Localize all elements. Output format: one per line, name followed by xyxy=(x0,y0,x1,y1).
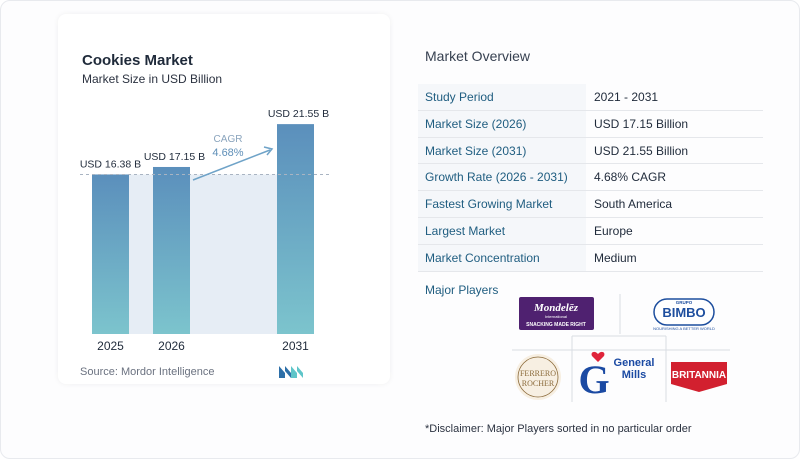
cagr-value: 4.68% xyxy=(212,147,243,159)
overview-label: Market Concentration xyxy=(418,244,586,271)
mondelez-sub: International xyxy=(545,314,567,319)
value-label-2031: USD 21.55 B xyxy=(268,108,329,120)
value-label-2025: USD 16.38 B xyxy=(80,158,141,170)
overview-label: Largest Market xyxy=(418,217,586,244)
overview-value: Medium xyxy=(594,250,637,265)
bar-2031 xyxy=(277,124,314,335)
value-label-2026: USD 17.15 B xyxy=(144,151,205,163)
overview-value: USD 21.55 Billion xyxy=(594,143,689,158)
mondelez-logo: Mondelēz International SNACKING MADE RIG… xyxy=(519,297,594,330)
tick-label-2026: 2026 xyxy=(158,339,185,353)
overview-row: Growth Rate (2026 - 2031) 4.68% CAGR xyxy=(418,164,763,192)
britannia-logo: BRITANNIA xyxy=(671,362,727,392)
bimbo-logo: GRUPO BIMBO NOURISHING A BETTER WORLD xyxy=(653,298,715,331)
overview-value: South America xyxy=(594,197,673,212)
chart-subtitle: Market Size in USD Billion xyxy=(82,72,223,86)
general-mills-line1: General xyxy=(614,357,655,369)
chart-title: Cookies Market xyxy=(82,52,193,69)
ferrero-line1: FERRERO xyxy=(520,369,556,378)
cagr-arrow xyxy=(192,149,271,181)
overview-row: Largest Market Europe xyxy=(418,217,763,245)
tick-label-2025: 2025 xyxy=(97,339,124,353)
overview-label: Growth Rate (2026 - 2031) xyxy=(418,164,586,191)
major-players-title: Major Players xyxy=(425,283,499,297)
britannia-name: BRITANNIA xyxy=(672,370,726,381)
overview-value: USD 17.15 Billion xyxy=(594,116,689,131)
overview-value: 2021 - 2031 xyxy=(594,90,659,104)
overview-label: Fastest Growing Market xyxy=(418,191,586,217)
mondelez-tagline: SNACKING MADE RIGHT xyxy=(526,322,586,328)
ferrero-line2: ROCHER xyxy=(522,379,555,388)
overview-row: Market Size (2031) USD 21.55 Billion xyxy=(418,137,763,165)
overview-title: Market Overview xyxy=(425,48,531,64)
bimbo-name: BIMBO xyxy=(662,305,705,320)
overview-label: Study Period xyxy=(418,84,586,110)
overview-value: 4.68% CAGR xyxy=(594,170,667,185)
bar-2025 xyxy=(92,174,129,334)
disclaimer: *Disclaimer: Major Players sorted in no … xyxy=(425,423,692,435)
tick-label-2031: 2031 xyxy=(282,339,309,353)
mordor-intelligence-logo-icon xyxy=(279,366,303,378)
general-mills-logo: G General Mills xyxy=(578,351,655,402)
overview-label: Market Size (2031) xyxy=(418,137,586,164)
general-mills-g-mark: G xyxy=(578,357,609,402)
cagr-arrowhead xyxy=(263,146,274,156)
cagr-annotation: CAGR 4.68% xyxy=(192,134,274,181)
overview-value: Europe xyxy=(594,223,633,238)
source-note: Source: Mordor Intelligence xyxy=(80,366,215,378)
overview-row: Fastest Growing Market South America xyxy=(418,191,763,218)
heart-icon xyxy=(591,351,605,362)
overview-label: Market Size (2026) xyxy=(418,110,586,137)
bar-2026 xyxy=(153,166,190,334)
overview-row: Study Period 2021 - 2031 xyxy=(418,84,763,111)
bar-gap-fill xyxy=(129,174,153,334)
overview-row: Market Concentration Medium xyxy=(418,244,763,272)
cagr-label: CAGR xyxy=(214,134,243,145)
mondelez-name: Mondelēz xyxy=(533,302,579,314)
overview-row: Market Size (2026) USD 17.15 Billion xyxy=(418,110,763,138)
bimbo-top-text: GRUPO xyxy=(676,300,693,305)
overview-table: Study Period 2021 - 2031 Market Size (202… xyxy=(418,84,763,272)
bimbo-tagline: NOURISHING A BETTER WORLD xyxy=(653,326,715,331)
ferrero-rocher-logo: FERRERO ROCHER xyxy=(515,354,561,400)
general-mills-line2: Mills xyxy=(622,369,646,381)
bar-gap-fill xyxy=(190,174,277,334)
